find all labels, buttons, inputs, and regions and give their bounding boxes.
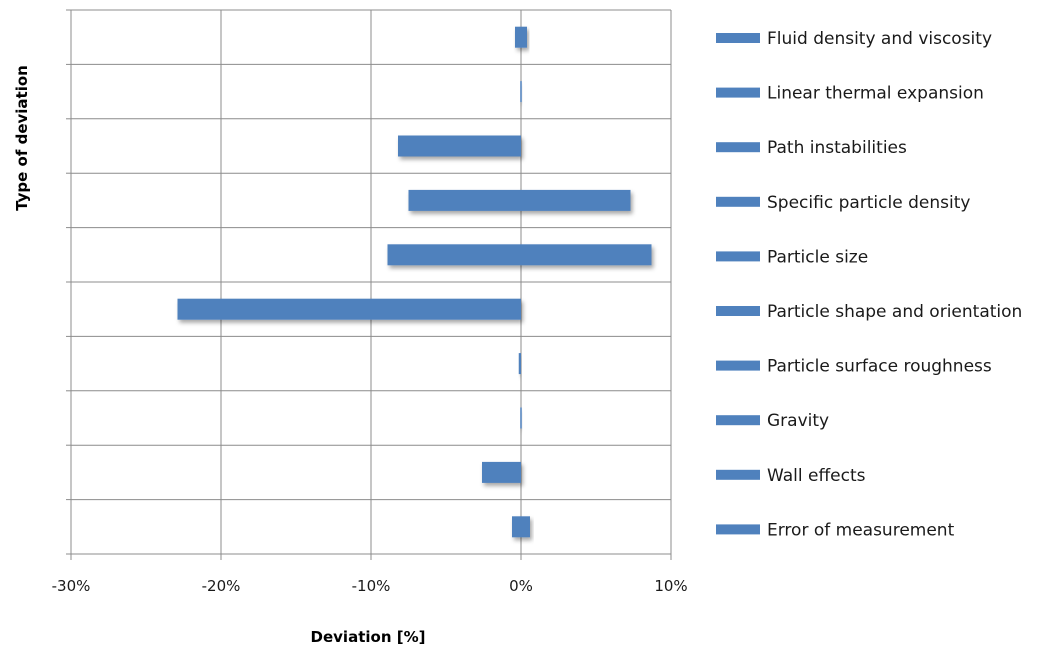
bar	[482, 461, 521, 483]
legend-label: Wall effects	[767, 466, 866, 486]
legend-swatch	[716, 415, 760, 426]
grid	[66, 9, 672, 560]
legend-label: Linear thermal expansion	[767, 84, 984, 104]
legend-swatch	[716, 306, 760, 316]
legend-label: Fluid density and viscosity	[767, 29, 992, 49]
legend-label: Error of measurement	[767, 520, 955, 540]
x-tick-labels: -30% -20% -10% 0% 10%	[52, 577, 688, 595]
bar	[520, 81, 522, 103]
x-axis-title: Deviation [%]	[311, 628, 426, 646]
bar	[408, 189, 631, 211]
legend-swatch	[716, 524, 760, 535]
legend-swatch	[716, 360, 760, 371]
x-tick-label: -20%	[202, 577, 241, 595]
x-tick-label: 10%	[654, 577, 687, 595]
legend-label: Gravity	[767, 411, 829, 431]
bar	[387, 244, 652, 266]
x-tick-label: 0%	[509, 577, 533, 595]
x-tick-label: -30%	[52, 577, 91, 595]
bars	[177, 26, 652, 538]
bar	[177, 298, 521, 320]
legend-label: Specific particle density	[767, 193, 970, 213]
legend-swatch	[716, 33, 760, 43]
legend-label: Particle shape and orientation	[767, 302, 1022, 322]
legend-swatch	[716, 469, 760, 480]
bar	[518, 353, 521, 375]
legend-label: Particle size	[767, 247, 868, 267]
bar	[398, 135, 521, 157]
legend-swatch	[716, 87, 760, 98]
legend-swatch	[716, 142, 760, 153]
legend: Fluid density and viscosity Linear therma…	[716, 29, 1022, 540]
legend-swatch	[716, 196, 760, 207]
legend-label: Path instabilities	[767, 138, 907, 158]
legend-label: Particle surface roughness	[767, 357, 992, 377]
legend-swatch	[716, 251, 760, 262]
y-axis-title: Type of deviation	[13, 65, 31, 211]
bar	[512, 516, 530, 538]
bar	[515, 26, 527, 48]
x-tick-label: -10%	[352, 577, 391, 595]
bar	[520, 407, 522, 429]
